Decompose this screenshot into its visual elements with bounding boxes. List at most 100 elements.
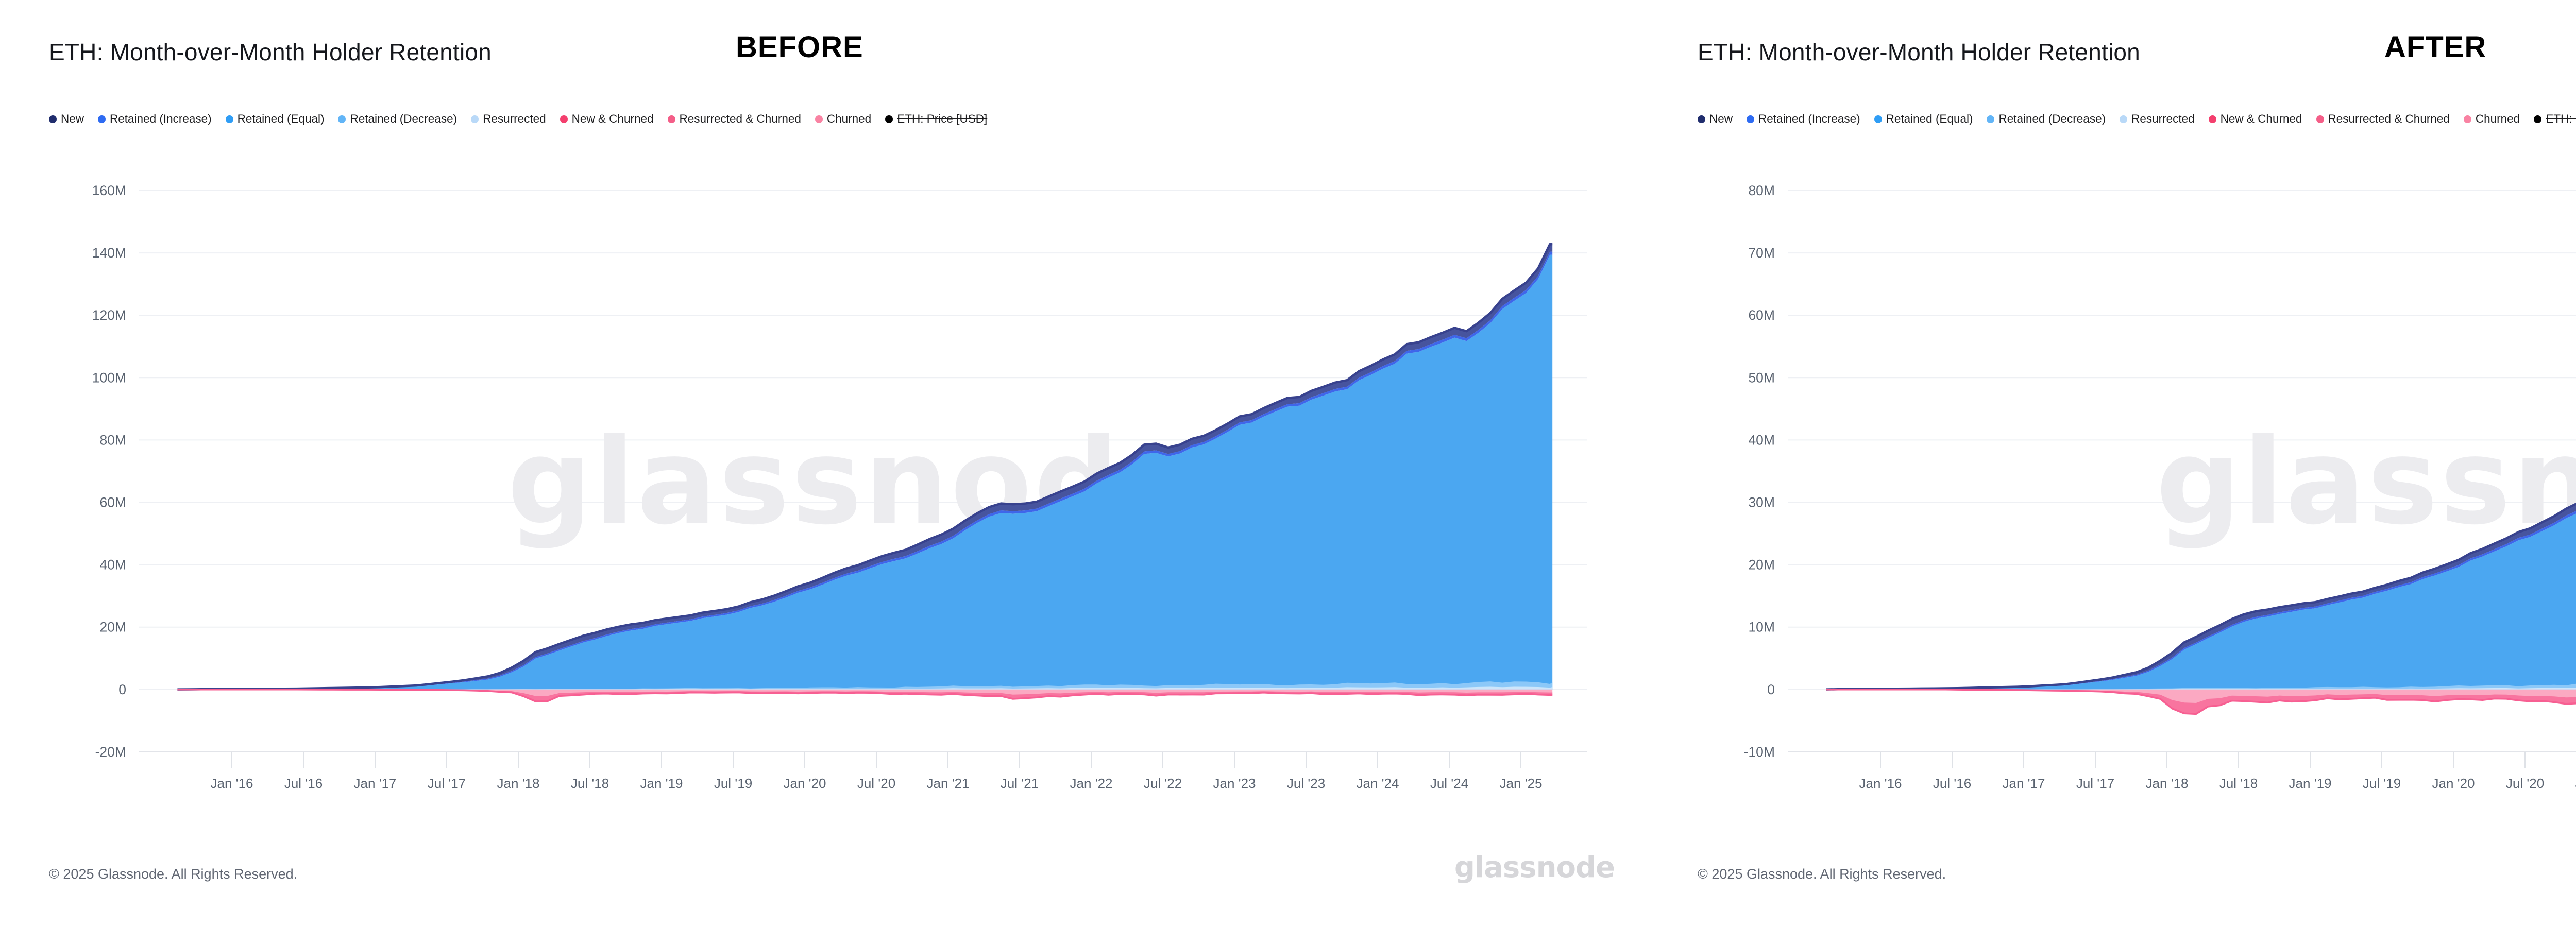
legend-label: Resurrected & Churned xyxy=(2328,112,2450,125)
svg-text:Jan '25: Jan '25 xyxy=(1499,776,1542,791)
svg-text:10M: 10M xyxy=(1748,620,1775,635)
legend-dot-new-churned xyxy=(560,115,568,123)
legend-dot-retained-increase xyxy=(1747,115,1755,123)
svg-text:Jul '17: Jul '17 xyxy=(428,776,466,791)
legend-item-retained-equal[interactable]: Retained (Equal) xyxy=(225,112,325,126)
legend-label: ETH: Price [USD] xyxy=(2546,112,2576,125)
svg-text:100M: 100M xyxy=(92,370,126,385)
svg-text:Jan '17: Jan '17 xyxy=(2002,776,2045,791)
svg-text:Jan '23: Jan '23 xyxy=(1213,776,1256,791)
legend-item-new-churned[interactable]: New & Churned xyxy=(2208,112,2302,126)
legend-item-retained-equal[interactable]: Retained (Equal) xyxy=(1874,112,1973,126)
svg-text:Jan '20: Jan '20 xyxy=(2432,776,2475,791)
legend-item-churned[interactable]: Churned xyxy=(815,112,871,126)
svg-text:80M: 80M xyxy=(99,432,126,448)
legend-item-eth-price-usd[interactable]: ETH: Price [USD] xyxy=(2534,112,2576,126)
legend-item-resurrected-churned[interactable]: Resurrected & Churned xyxy=(2316,112,2450,126)
svg-text:Jan '22: Jan '22 xyxy=(1070,776,1112,791)
legend-dot-eth-price-usd xyxy=(2534,115,2542,123)
legend-label: New xyxy=(1709,112,1733,125)
series-areas xyxy=(177,243,1553,702)
svg-text:0: 0 xyxy=(118,682,126,697)
phase-label-after: AFTER xyxy=(2384,30,2487,64)
legend-item-eth-price-usd[interactable]: ETH: Price [USD] xyxy=(885,112,987,126)
svg-text:20M: 20M xyxy=(99,620,126,635)
glassnode-logo: glassnode xyxy=(1454,851,1615,884)
legend-dot-retained-equal xyxy=(225,115,233,123)
svg-text:Jan '18: Jan '18 xyxy=(497,776,539,791)
legend-item-retained-increase[interactable]: Retained (Increase) xyxy=(98,112,212,126)
legend-label: Retained (Increase) xyxy=(1758,112,1860,125)
area-new-and-churned xyxy=(1826,689,2576,714)
svg-text:-20M: -20M xyxy=(95,744,126,760)
legend-item-resurrected[interactable]: Resurrected xyxy=(471,112,546,126)
line-churned-bottom-edge xyxy=(177,689,1553,702)
legend-dot-retained-decrease xyxy=(1987,115,1995,123)
copyright-text: © 2025 Glassnode. All Rights Reserved. xyxy=(49,866,298,882)
legend-dot-resurrected-churned xyxy=(667,115,675,123)
svg-text:160M: 160M xyxy=(92,183,126,198)
chart-canvas-after[interactable]: 80M 70M 60M 50M 40M 30M 20M 10M 0 -10M glassnode Ja… xyxy=(1649,154,2576,819)
line-new-top-edge xyxy=(1826,503,2576,691)
svg-text:Jul '17: Jul '17 xyxy=(2076,776,2114,791)
svg-text:Jan '19: Jan '19 xyxy=(640,776,683,791)
legend-dot-eth-price-usd xyxy=(885,115,893,123)
legend-label: Resurrected xyxy=(2131,112,2195,125)
legend-item-resurrected[interactable]: Resurrected xyxy=(2120,112,2195,126)
chart-plot-area[interactable]: 80M 70M 60M 50M 40M 30M 20M 10M 0 -10M glassnode Ja… xyxy=(1649,154,2576,819)
legend-label: Retained (Equal) xyxy=(237,112,325,125)
copyright-text: © 2025 Glassnode. All Rights Reserved. xyxy=(1698,866,1946,882)
legend-label: New & Churned xyxy=(571,112,654,125)
chart-panel-after: ETH: Month-over-Month Holder Retention A… xyxy=(1649,0,2576,927)
chart-panel-before: ETH: Month-over-Month Holder Retention B… xyxy=(0,30,1649,884)
svg-text:Jul '24: Jul '24 xyxy=(1430,776,1468,791)
area-retained-decrease xyxy=(177,681,1553,690)
svg-text:Jan '16: Jan '16 xyxy=(1859,776,1902,791)
legend-dot-churned xyxy=(815,115,823,123)
chart-plot-area[interactable]: 160M 140M 120M 100M 80M 60M 40M 20M 0 -20M glassno… xyxy=(0,154,1649,819)
legend: New Retained (Increase) Retained (Equal) Re… xyxy=(1698,112,2576,126)
legend-dot-retained-increase xyxy=(98,115,106,123)
legend-label: Resurrected & Churned xyxy=(679,112,801,125)
legend-label: Churned xyxy=(2475,112,2520,125)
x-axis: Jan '16 Jul '16 Jan '17 Jul '17 Jan '18 Jul '… xyxy=(1859,751,2576,791)
chart-canvas-before[interactable]: 160M140M120M100M80M60M40M20M0-20Mglassno… xyxy=(0,154,1649,819)
svg-text:40M: 40M xyxy=(1748,432,1775,448)
legend: New Retained (Increase) Retained (Equal) Re… xyxy=(49,112,987,126)
legend-item-new[interactable]: New xyxy=(1698,112,1733,126)
svg-text:Jul '22: Jul '22 xyxy=(1144,776,1182,791)
legend-item-churned[interactable]: Churned xyxy=(2463,112,2520,126)
svg-text:-10M: -10M xyxy=(1744,744,1775,760)
svg-text:Jan '19: Jan '19 xyxy=(2289,776,2331,791)
line-new-top-edge xyxy=(177,243,1553,691)
legend-item-retained-increase[interactable]: Retained (Increase) xyxy=(1747,112,1860,126)
legend-label: New xyxy=(61,112,84,125)
legend-label: New & Churned xyxy=(2220,112,2302,125)
legend-dot-new xyxy=(1698,115,1705,123)
svg-text:40M: 40M xyxy=(99,557,126,573)
area-retained-equal xyxy=(177,254,1553,690)
legend-dot-resurrected xyxy=(2120,115,2128,123)
legend-dot-resurrected-churned xyxy=(2316,115,2324,123)
legend-label: ETH: Price [USD] xyxy=(897,112,988,125)
area-new-and-churned xyxy=(177,689,1553,701)
area-resurrected xyxy=(177,686,1553,690)
legend-dot-retained-decrease xyxy=(338,115,346,123)
svg-text:Jul '23: Jul '23 xyxy=(1287,776,1325,791)
legend-item-new[interactable]: New xyxy=(49,112,84,126)
area-resurrected xyxy=(1826,688,2576,690)
chart-title: ETH: Month-over-Month Holder Retention xyxy=(49,39,492,65)
legend-item-new-churned[interactable]: New & Churned xyxy=(560,112,654,126)
svg-text:Jan '18: Jan '18 xyxy=(2145,776,2188,791)
legend-dot-new-churned xyxy=(2208,115,2216,123)
svg-text:30M: 30M xyxy=(1748,495,1775,510)
series-areas xyxy=(1826,503,2576,715)
line-churned-bottom-edge xyxy=(1826,689,2576,715)
legend-item-resurrected-churned[interactable]: Resurrected & Churned xyxy=(667,112,801,126)
legend-item-retained-decrease[interactable]: Retained (Decrease) xyxy=(338,112,457,126)
svg-text:Jul '20: Jul '20 xyxy=(857,776,895,791)
legend-item-retained-decrease[interactable]: Retained (Decrease) xyxy=(1987,112,2106,126)
svg-text:80M: 80M xyxy=(1748,183,1775,198)
chart-title: ETH: Month-over-Month Holder Retention xyxy=(1698,39,2140,65)
